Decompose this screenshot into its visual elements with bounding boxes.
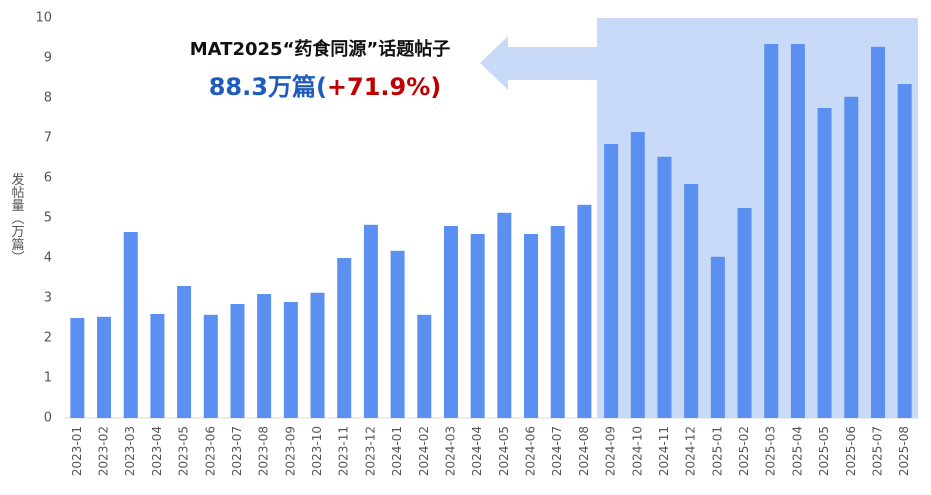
x-tick-label: 2023-08 — [257, 426, 271, 476]
bar — [764, 44, 779, 418]
x-tick-label: 2023-07 — [230, 426, 244, 476]
bar — [550, 226, 565, 418]
x-tick-label: 2024-09 — [604, 426, 618, 476]
y-tick-label: 3 — [44, 291, 52, 306]
bar — [684, 184, 699, 418]
y-tick-label: 5 — [44, 211, 52, 226]
x-tick-label: 2023-02 — [97, 426, 111, 476]
x-tick-label: 2024-07 — [550, 426, 564, 476]
bar — [657, 156, 672, 419]
bar — [817, 108, 832, 418]
y-tick-label: 7 — [44, 131, 52, 146]
x-tick-label: 2024-06 — [524, 426, 538, 476]
bar — [70, 318, 85, 418]
bar — [710, 256, 725, 418]
x-tick-label: 2024-05 — [497, 426, 511, 476]
x-tick-label: 2025-06 — [844, 426, 858, 476]
y-tick-label: 6 — [44, 171, 52, 186]
x-tick-label: 2023-12 — [363, 426, 377, 476]
highlight-arrow — [480, 36, 597, 90]
bar — [844, 96, 859, 419]
y-tick-label: 4 — [44, 251, 52, 266]
x-tick-label: 2025-01 — [710, 426, 724, 476]
bar — [177, 286, 192, 418]
annotation-value: 88.3万篇( — [209, 73, 327, 101]
x-tick-label: 2025-03 — [764, 426, 778, 476]
bar — [283, 302, 298, 418]
bar — [630, 132, 645, 418]
x-tick-label: 2025-07 — [870, 426, 884, 476]
bar — [604, 144, 619, 418]
bar — [390, 250, 405, 418]
x-tick-label: 2023-10 — [310, 426, 324, 476]
x-tick-label: 2025-08 — [897, 426, 911, 476]
bar — [150, 314, 165, 418]
bar — [310, 292, 325, 418]
y-tick-label: 0 — [44, 411, 52, 426]
annotation-change: +71.9%) — [327, 73, 441, 101]
bar — [497, 212, 512, 418]
bar — [737, 208, 752, 418]
y-tick-label: 10 — [35, 11, 52, 26]
x-tick-label: 2024-11 — [657, 426, 671, 476]
x-tick-label: 2025-05 — [817, 426, 831, 476]
x-tick-label: 2023-09 — [283, 426, 297, 476]
x-tick-label: 2024-03 — [443, 426, 457, 476]
annotation: 88.3万篇(+71.9%) — [209, 73, 442, 101]
y-tick-label: 2 — [44, 331, 52, 346]
bar — [524, 234, 539, 418]
x-tick-label: 2024-08 — [577, 426, 591, 476]
y-tick-label: 1 — [44, 371, 52, 386]
y-axis-label: 发帖量（万篇） — [9, 172, 25, 264]
x-tick-label: 2023-03 — [123, 426, 137, 476]
y-tick-label: 8 — [44, 91, 52, 106]
bar — [363, 224, 378, 418]
bar — [230, 304, 245, 418]
x-tick-label: 2023-06 — [203, 426, 217, 476]
bar — [97, 316, 112, 418]
bar — [870, 46, 885, 419]
x-tick-label: 2024-12 — [684, 426, 698, 476]
bar — [123, 232, 138, 418]
bar — [470, 234, 485, 418]
x-tick-label: 2025-02 — [737, 426, 751, 476]
x-tick-label: 2024-10 — [630, 426, 644, 476]
bar — [203, 314, 218, 418]
x-tick-label: 2023-11 — [337, 426, 351, 476]
highlight-region — [597, 18, 918, 418]
bar — [337, 258, 352, 418]
x-tick-label: 2023-05 — [177, 426, 191, 476]
x-tick-label: 2025-04 — [790, 426, 804, 476]
y-tick-label: 9 — [44, 51, 52, 66]
bar — [790, 44, 805, 418]
x-tick-label: 2023-01 — [70, 426, 84, 476]
bar — [443, 226, 458, 418]
bar — [897, 84, 912, 418]
x-tick-label: 2023-04 — [150, 426, 164, 476]
bar — [257, 294, 272, 418]
x-tick-label: 2024-01 — [390, 426, 404, 476]
bar — [417, 314, 432, 418]
annotation-title: MAT2025“药食同源”话题帖子 — [190, 38, 450, 60]
bar — [577, 204, 592, 418]
x-tick-label: 2024-02 — [417, 426, 431, 476]
x-tick-label: 2024-04 — [470, 426, 484, 476]
